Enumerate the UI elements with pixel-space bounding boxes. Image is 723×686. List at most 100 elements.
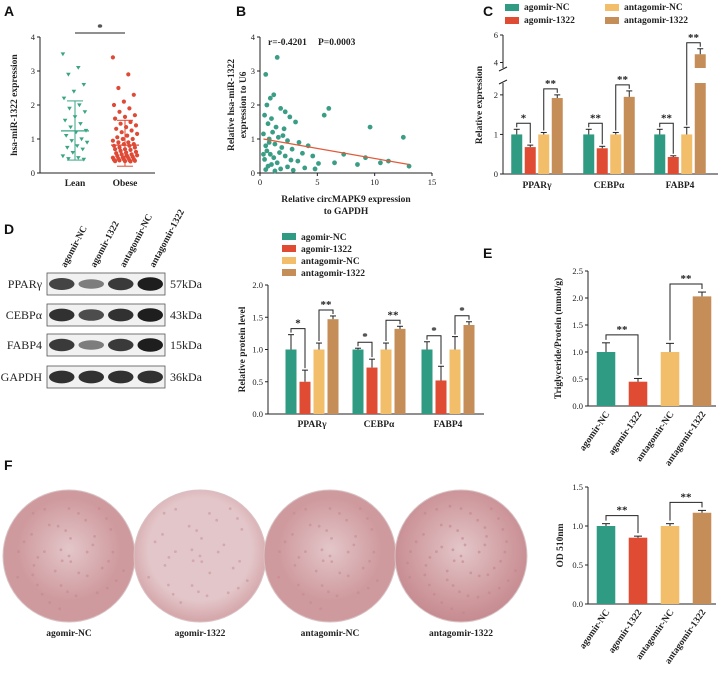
panel-c-significance: ** [617, 74, 629, 86]
panel-c-legend-swatch [605, 17, 619, 24]
panel-c-break-mark [498, 79, 508, 85]
panel-e-x-label: agomir-NC [578, 410, 612, 453]
dish-stain-speck [434, 550, 438, 554]
dish-stain-speck [486, 573, 490, 577]
dish-stain-speck [448, 524, 452, 528]
dish-stain-speck [366, 586, 370, 590]
panel-a-obese-point [118, 148, 123, 153]
panel-d-legend-label: agomir-NC [301, 233, 347, 243]
panel-d-significance: * [431, 325, 437, 337]
dish-stain-speck [66, 590, 69, 594]
panel-d-legend-swatch [282, 245, 296, 252]
panel-d-bar [299, 381, 311, 414]
blot-protein-label: CEBPα [6, 308, 43, 322]
panel-f-x-label: agomir-NC [578, 608, 612, 651]
dish-stain-speck [191, 559, 195, 563]
panel-a-y-tick-label: 0 [31, 168, 35, 178]
dish-stain-speck [97, 507, 101, 511]
panel-b-point [406, 163, 412, 169]
blot-kda-label: 43kDa [170, 308, 203, 322]
panel-c-legend-label: antagomir-1322 [624, 16, 688, 26]
panel-d-western-blot: agomir-NC agomir-1322antagomir-NCantagomi… [1, 208, 203, 389]
dish-stain-speck [166, 583, 170, 587]
dish-stain-speck [42, 550, 46, 554]
blot-protein-label: GAPDH [1, 370, 43, 384]
dish-stain-speck [32, 563, 36, 567]
blot-band [137, 338, 163, 352]
dish-stain-speck [105, 586, 109, 590]
panel-a-lean-point [61, 96, 67, 101]
dish-stain-speck [505, 540, 509, 544]
panel-d-x-label: PPARγ [297, 420, 327, 430]
panel-d-y-tick-label: 0.0 [252, 409, 263, 419]
panel-a-obese-point [117, 158, 122, 163]
panel-b-point [300, 150, 305, 156]
dish-stain-speck [58, 607, 62, 611]
dish-stain-speck [345, 518, 349, 522]
blot-band [108, 308, 134, 322]
panel-b-x-tick-label: 10 [370, 177, 379, 187]
panel-b-point [282, 109, 288, 115]
dish-stain-speck [67, 554, 71, 558]
panel-c-break-mark [498, 66, 508, 72]
dish-stain-speck [327, 590, 330, 594]
dish-stain-speck [100, 566, 104, 570]
panel-a-y-tick-label: 2 [31, 100, 35, 110]
dish-stain-speck [59, 548, 63, 552]
panel-a-obese-point [116, 85, 121, 91]
panel-b-y-tick-label: 4 [251, 32, 256, 42]
panel-a-lean-point [81, 83, 87, 87]
dish-stain-speck [301, 592, 305, 596]
panel-label-E: E [483, 245, 492, 261]
blot-band [78, 279, 104, 289]
panel-c-significance: ** [590, 112, 602, 124]
panel-a-lean-point [65, 145, 70, 150]
panel-b-point [287, 114, 293, 120]
panel-d-significance: ** [388, 309, 400, 321]
panel-b-point [263, 167, 269, 173]
panel-label-D: D [4, 221, 14, 237]
dish-stain-speck [93, 534, 96, 538]
panel-a-lean-point [80, 147, 85, 152]
panel-e-bar [628, 381, 648, 406]
dish-stain-speck [60, 559, 64, 563]
panel-label-F: F [4, 457, 13, 473]
panel-c-y-tick-label: 1 [494, 129, 498, 139]
panel-a-obese-point [133, 149, 139, 155]
panel-b-point [264, 102, 270, 108]
dish-stain-speck [77, 571, 81, 575]
panel-e-y-tick-label: 1.5 [572, 320, 583, 330]
panel-f-y-tick-label: 1.5 [572, 482, 583, 492]
blot-strip [46, 365, 166, 389]
panel-d-bar [394, 328, 406, 414]
panel-f-significance: ** [681, 491, 693, 503]
dish-stain-speck [64, 529, 68, 532]
dish-stain-speck [84, 518, 88, 522]
panel-label-B: B [236, 3, 246, 19]
dish-stain-speck [30, 532, 33, 536]
panel-a: 0 1 2 3 4 hsa-miR-1322 expression Lean Obese * [10, 22, 155, 189]
dish-stain-speck [190, 584, 194, 587]
panel-c-bar [694, 83, 706, 174]
dish-stain-speck [372, 550, 376, 554]
panel-a-lean-point [69, 139, 74, 143]
panel-e-bracket [605, 334, 639, 376]
dish-stain-speck [190, 548, 194, 552]
panel-b-point [312, 166, 318, 172]
dish-stain-speck [368, 559, 371, 563]
dish-stain-speck [36, 555, 40, 559]
panel-b-point [280, 133, 286, 139]
panel-b-y-tick-label: 1 [251, 134, 255, 144]
panel-a-obese-point [110, 55, 115, 60]
dish-stain-speck [459, 554, 463, 558]
panel-c-y-tick-label: 0 [494, 169, 498, 179]
panel-c-legend-swatch [505, 4, 519, 11]
panel-b-point [274, 55, 280, 60]
dish-stain-speck [31, 573, 35, 577]
panel-b-point [273, 124, 279, 130]
panel-b-point [295, 158, 301, 164]
dish-stain-speck [476, 595, 480, 599]
dish-stain-speck [198, 554, 202, 558]
dish-stain-speck [197, 590, 200, 594]
panel-c-bracket [516, 122, 531, 144]
